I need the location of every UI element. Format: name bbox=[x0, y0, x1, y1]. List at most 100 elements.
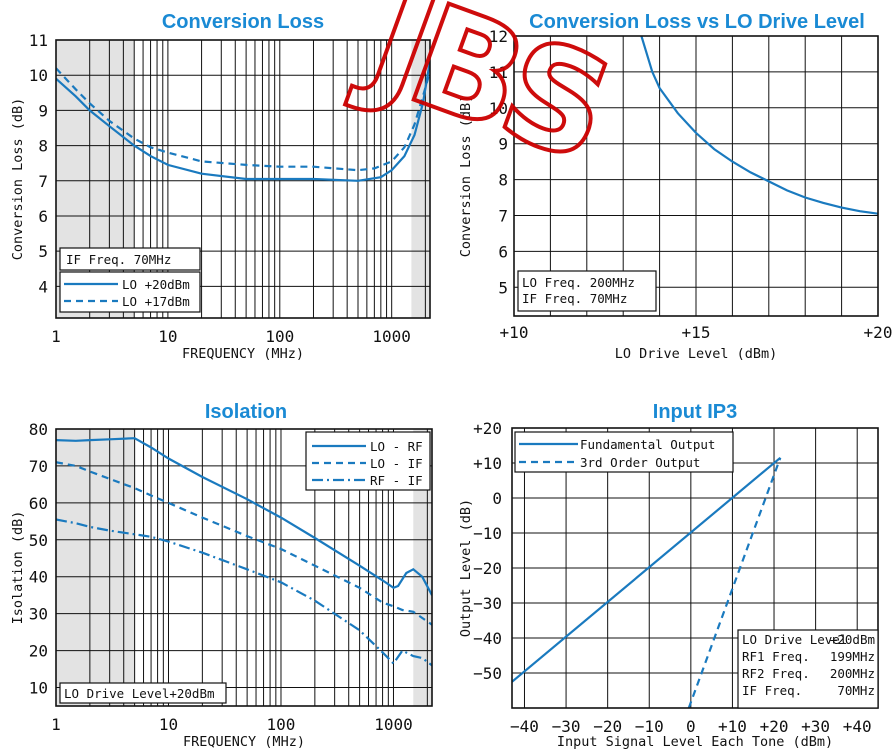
series-line-iso-1 bbox=[56, 461, 432, 626]
y-tick-label: −40 bbox=[473, 629, 502, 648]
note-text: IF Freq. 70MHz bbox=[66, 252, 171, 267]
y-axis-label: Output Level (dB) bbox=[458, 499, 474, 637]
x-axis-label: FREQUENCY (MHz) bbox=[183, 734, 305, 750]
y-tick-label: +20 bbox=[473, 419, 502, 438]
legend-label: RF - IF bbox=[370, 473, 423, 488]
y-tick-label: +10 bbox=[473, 454, 502, 473]
y-tick-label: 9 bbox=[38, 101, 48, 120]
y-tick-label: 80 bbox=[29, 420, 48, 439]
y-tick-label: −50 bbox=[473, 664, 502, 683]
note-value: 199MHz bbox=[830, 649, 875, 664]
chart-title: Conversion Loss bbox=[162, 11, 324, 33]
chart-title: Isolation bbox=[205, 401, 287, 423]
x-tick-label: +30 bbox=[801, 717, 830, 736]
legend-box bbox=[514, 431, 734, 473]
y-tick-label: 8 bbox=[38, 137, 48, 156]
series-line-iso-2 bbox=[56, 518, 432, 667]
series-line-iso-0 bbox=[56, 437, 432, 596]
y-axis-label: Conversion Loss (dB) bbox=[10, 98, 26, 261]
y-tick-label: 10 bbox=[29, 679, 48, 698]
legend-label: LO +20dBm bbox=[122, 277, 190, 292]
series-line-ip3-0 bbox=[512, 456, 782, 683]
note-box bbox=[517, 270, 657, 312]
series-group bbox=[56, 60, 430, 182]
x-tick-label: 10 bbox=[158, 327, 177, 346]
x-tick-label: −30 bbox=[552, 717, 581, 736]
x-tick-label: 0 bbox=[686, 717, 696, 736]
chart-conv: 1 10 100 1000 4 5 6 7 8 9 10 11 Conversion Loss FREQU… bbox=[10, 11, 431, 362]
note-label: LO Drive Level bbox=[742, 632, 847, 647]
chart-lo: +10 +15 +20 5 6 7 8 9 10 11 12 Conversion Loss vs L… bbox=[458, 11, 892, 362]
y-tick-label: 50 bbox=[29, 531, 48, 550]
y-tick-label: 0 bbox=[492, 489, 502, 508]
y-tick-label: 12 bbox=[489, 27, 508, 46]
y-tick-label: −10 bbox=[473, 524, 502, 543]
note-box bbox=[59, 682, 227, 704]
legend-label: LO - IF bbox=[370, 456, 423, 471]
series-line-conv-0 bbox=[56, 60, 430, 182]
series-line-lo-0 bbox=[640, 36, 878, 215]
chart-ip3: −40 −30 −20 −10 0 +10 +20 +30 +40 −50 −40 −30 −20 −10… bbox=[458, 401, 879, 750]
plot-frame bbox=[511, 427, 879, 709]
x-tick-label: +10 bbox=[718, 717, 747, 736]
note-box bbox=[737, 629, 879, 709]
legend-label: 3rd Order Output bbox=[580, 455, 700, 470]
x-tick-label: 100 bbox=[265, 327, 294, 346]
x-tick-label: −40 bbox=[510, 717, 539, 736]
plot-frame bbox=[55, 39, 431, 319]
legend-box bbox=[59, 271, 201, 313]
y-tick-label: 9 bbox=[498, 135, 508, 154]
y-tick-label: 30 bbox=[29, 605, 48, 624]
note-label: IF Freq. bbox=[742, 683, 802, 698]
y-tick-label: 10 bbox=[29, 66, 48, 85]
series-group bbox=[56, 437, 432, 667]
x-tick-label: +40 bbox=[843, 717, 872, 736]
y-axis-label: Isolation (dB) bbox=[10, 511, 26, 625]
x-tick-label: +10 bbox=[500, 323, 529, 342]
y-tick-label: 40 bbox=[29, 568, 48, 587]
y-tick-label: 6 bbox=[498, 242, 508, 261]
series-group bbox=[640, 36, 878, 215]
y-tick-label: 8 bbox=[498, 171, 508, 190]
y-tick-label: 10 bbox=[489, 99, 508, 118]
y-tick-label: 4 bbox=[38, 277, 48, 296]
y-tick-label: −20 bbox=[473, 559, 502, 578]
note-text: LO Drive Level+20dBm bbox=[64, 686, 215, 701]
note-text: IF Freq. 70MHz bbox=[522, 291, 627, 306]
chart-iso: 1 10 100 10001020304050607080IsolationFREQU… bbox=[10, 401, 433, 750]
legend-label: LO - RF bbox=[370, 439, 423, 454]
note-text: LO Freq. 200MHz bbox=[522, 275, 635, 290]
x-tick-label: +20 bbox=[760, 717, 789, 736]
x-tick-label: +15 bbox=[682, 323, 711, 342]
note-label: RF2 Freq. bbox=[742, 666, 810, 681]
y-tick-label: 70 bbox=[29, 457, 48, 476]
y-tick-label: 6 bbox=[38, 207, 48, 226]
x-tick-label: 100 bbox=[267, 715, 296, 734]
legend-box bbox=[305, 431, 431, 491]
x-tick-label: 1 bbox=[51, 715, 61, 734]
legend-label: LO +17dBm bbox=[122, 294, 190, 309]
note-value: 200MHz bbox=[830, 666, 875, 681]
legend-label: Fundamental Output bbox=[580, 437, 715, 452]
note-label: RF1 Freq. bbox=[742, 649, 810, 664]
x-tick-label: −10 bbox=[635, 717, 664, 736]
note-box bbox=[59, 247, 201, 271]
y-tick-label: 60 bbox=[29, 494, 48, 513]
y-tick-label: 7 bbox=[38, 172, 48, 191]
series-line-ip3-1 bbox=[687, 457, 782, 708]
x-tick-label: 1000 bbox=[372, 327, 411, 346]
chart-title: Conversion Loss vs LO Drive Level bbox=[529, 11, 865, 33]
y-tick-label: 11 bbox=[489, 63, 508, 82]
x-tick-label: 10 bbox=[159, 715, 178, 734]
shaded-band bbox=[56, 429, 135, 706]
plot-frame bbox=[55, 428, 433, 707]
y-tick-label: −30 bbox=[473, 594, 502, 613]
y-tick-label: 5 bbox=[498, 278, 508, 297]
y-tick-label: 11 bbox=[29, 31, 48, 50]
x-tick-label: −20 bbox=[593, 717, 622, 736]
y-tick-label: 20 bbox=[29, 642, 48, 661]
series-group bbox=[512, 456, 782, 708]
x-axis-label: LO Drive Level (dBm) bbox=[615, 346, 778, 362]
y-tick-label: 5 bbox=[38, 242, 48, 261]
